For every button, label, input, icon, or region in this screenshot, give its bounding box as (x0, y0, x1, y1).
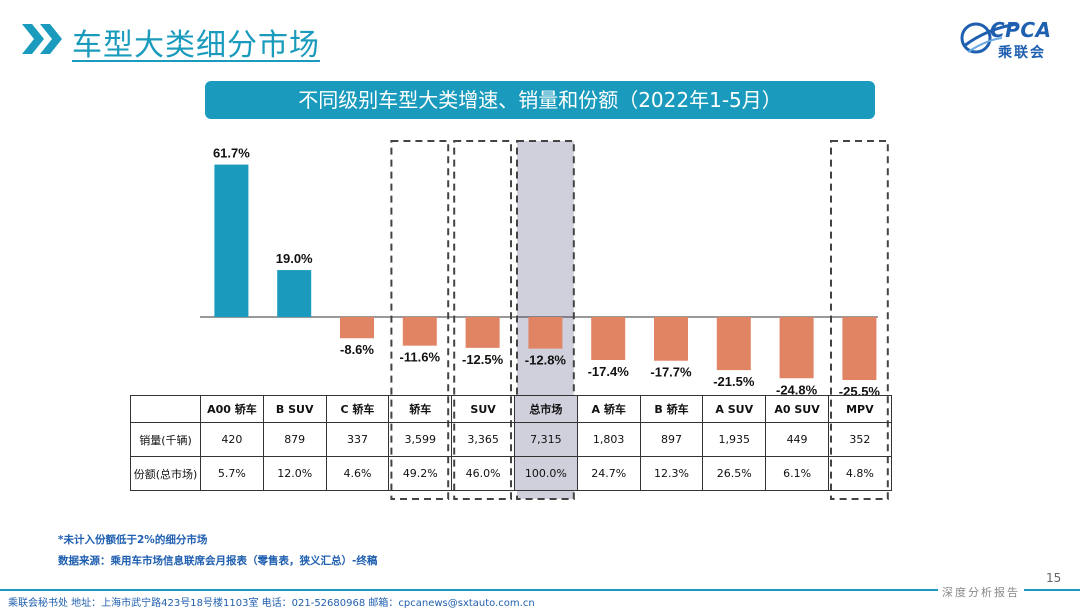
table-cell: 420 (200, 422, 264, 457)
chart-title-banner: 不同级别车型大类增速、销量和份额（2022年1-5月） (205, 81, 875, 119)
cpca-logo-icon (960, 22, 1019, 54)
table-header-cell: A SUV (702, 395, 767, 423)
data-label-7: -17.7% (650, 365, 692, 380)
logo-text: CPCA (990, 18, 1052, 42)
bar-8 (716, 317, 751, 371)
footer-contact: 乘联会秘书处 地址：上海市武宁路423号18号楼1103室 电话：021-526… (8, 598, 535, 608)
table-cell: 6.1% (765, 456, 829, 491)
table-cell: 1,935 (702, 422, 767, 457)
data-label-1: 19.0% (276, 251, 313, 266)
table-cell: 24.7% (576, 456, 641, 491)
data-label-9: -24.8% (776, 382, 818, 397)
data-label-6: -17.4% (588, 364, 630, 379)
sales-share-table: A00 轿车 B SUV C 轿车 轿车 SUV 总市场 A 轿车 B 轿车 A SUV A0 S… (130, 395, 892, 491)
table-header-cell: A 轿车 (576, 395, 641, 423)
bar-0 (214, 164, 249, 317)
table-cell: 5.7% (200, 456, 264, 491)
chevron-right-double-icon (22, 24, 62, 54)
table-header-cell: 总市场 (513, 395, 578, 423)
table-header-cell: A00 轿车 (200, 395, 264, 423)
data-label-0: 61.7% (213, 146, 250, 161)
table-cell: 879 (262, 422, 327, 457)
table-cell: 3,599 (388, 422, 453, 457)
page-number: 15 (1046, 571, 1062, 585)
data-label-8: -21.5% (713, 374, 755, 389)
bar-4 (465, 317, 500, 348)
table-header-cell: B 轿车 (639, 395, 704, 423)
table-cell: 4.6% (325, 456, 390, 491)
table-header-cell: A0 SUV (765, 395, 829, 423)
bar-9 (779, 317, 814, 379)
bar-10 (842, 317, 877, 380)
page-title: 车型大类细分市场 (72, 28, 320, 63)
table-cell: 12.3% (639, 456, 704, 491)
bar-3 (402, 317, 437, 346)
table-header-cell: SUV (451, 395, 515, 423)
table-cell: 897 (639, 422, 704, 457)
table-header-cell: 轿车 (388, 395, 453, 423)
table-cell: 100.0% (513, 456, 578, 491)
table-cell: 46.0% (451, 456, 515, 491)
table-cell: 49.2% (388, 456, 453, 491)
data-source-note: 数据来源：乘用车市场信息联席会月报表（零售表，狭义汇总）-终稿 (58, 555, 378, 567)
table-cell: 7,315 (513, 422, 578, 457)
highlight-box (830, 140, 889, 500)
bar-1 (277, 270, 312, 317)
table-cell: 12.0% (262, 456, 327, 491)
bar-2 (340, 317, 374, 339)
highlight-box (453, 140, 513, 500)
highlight-box (390, 140, 450, 500)
table-header-cell: MPV (827, 395, 892, 423)
bar-6 (591, 317, 626, 360)
data-label-2: -8.6% (340, 342, 374, 357)
table-cell: 1,803 (576, 422, 641, 457)
table-cell: 352 (827, 422, 892, 457)
table-cell: 26.5% (702, 456, 767, 491)
data-label-5: -12.8% (525, 353, 567, 368)
bar-5 (528, 317, 563, 349)
data-label-4: -12.5% (462, 352, 504, 367)
footnote: *未计入份额低于2%的细分市场 (58, 534, 208, 546)
table-cell: 449 (765, 422, 829, 457)
table-cell: 4.8% (827, 456, 892, 491)
highlight-box (516, 140, 575, 500)
table-corner (130, 395, 201, 423)
report-tag: 深度分析报告 (938, 584, 1024, 600)
logo-subtext: 乘联会 (998, 45, 1046, 61)
bar-7 (654, 317, 688, 361)
table-row-label: 销量(千辆) (130, 422, 201, 457)
table-cell: 3,365 (451, 422, 515, 457)
table-row-label: 份额(总市场) (130, 456, 201, 491)
data-label-3: -11.6% (400, 350, 441, 365)
table-header-cell: B SUV (262, 395, 327, 423)
table-header-cell: C 轿车 (325, 395, 390, 423)
table-cell: 337 (325, 422, 390, 457)
footer-divider (0, 589, 1080, 591)
